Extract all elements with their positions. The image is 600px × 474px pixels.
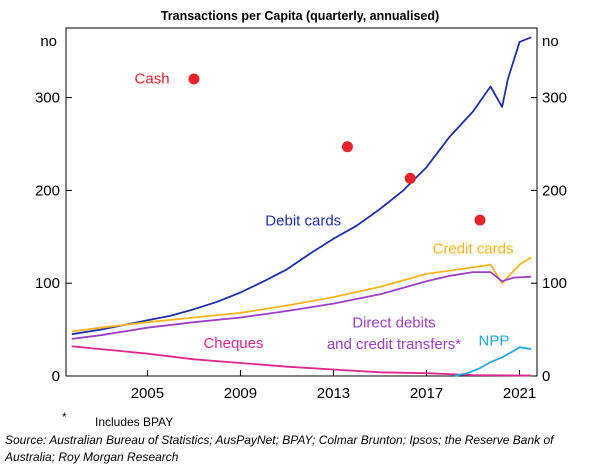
series-label-cheques: Cheques — [203, 335, 263, 352]
series-cash-point — [404, 172, 416, 184]
chart-title: Transactions per Capita (quarterly, annu… — [160, 9, 440, 23]
y-tick-label-left: 200 — [35, 182, 60, 199]
source-note: Source: Australian Bureau of Statistics;… — [5, 433, 554, 464]
series-label-debit-cards: Debit cards — [265, 213, 341, 230]
footnote-marker: * — [62, 410, 67, 424]
series-cheques-line — [71, 345, 532, 377]
series-cash-point — [341, 141, 353, 153]
footnote-text: Includes BPAY — [95, 415, 174, 429]
series-label-direct-debits-and-credit-transfers: Direct debits — [352, 315, 435, 332]
x-tick-label: 2013 — [317, 385, 350, 402]
y-tick-label-right: 0 — [542, 368, 550, 385]
series-label-credit-cards: Credit cards — [433, 241, 514, 258]
plot-frame — [65, 27, 538, 377]
x-tick-label: 2009 — [224, 385, 257, 402]
y-tick-label-left: 100 — [35, 275, 60, 292]
y-tick-label-right: 200 — [542, 182, 567, 199]
series-debit-cards-line — [71, 36, 532, 336]
series-cash-point — [188, 73, 200, 85]
series-label-direct-debits-and-credit-transfers: and credit transfers* — [327, 336, 461, 353]
series-label-npp: NPP — [479, 332, 510, 349]
y-unit-right: no — [542, 33, 559, 50]
series-npp-line — [454, 346, 532, 377]
series-label-cash: Cash — [135, 71, 170, 88]
series-cash-point — [474, 214, 486, 226]
x-tick-label: 2021 — [503, 385, 536, 402]
series-direct-debits-and-credit-transfers-line — [71, 271, 532, 340]
y-tick-label-left: 0 — [52, 368, 60, 385]
x-tick-label: 2005 — [131, 385, 164, 402]
x-tick-label: 2017 — [410, 385, 443, 402]
y-tick-label-left: 300 — [35, 90, 60, 107]
y-unit-left: no — [40, 33, 57, 50]
y-tick-label-right: 300 — [542, 90, 567, 107]
series-credit-cards-line — [71, 256, 532, 333]
y-tick-label-right: 100 — [542, 275, 567, 292]
